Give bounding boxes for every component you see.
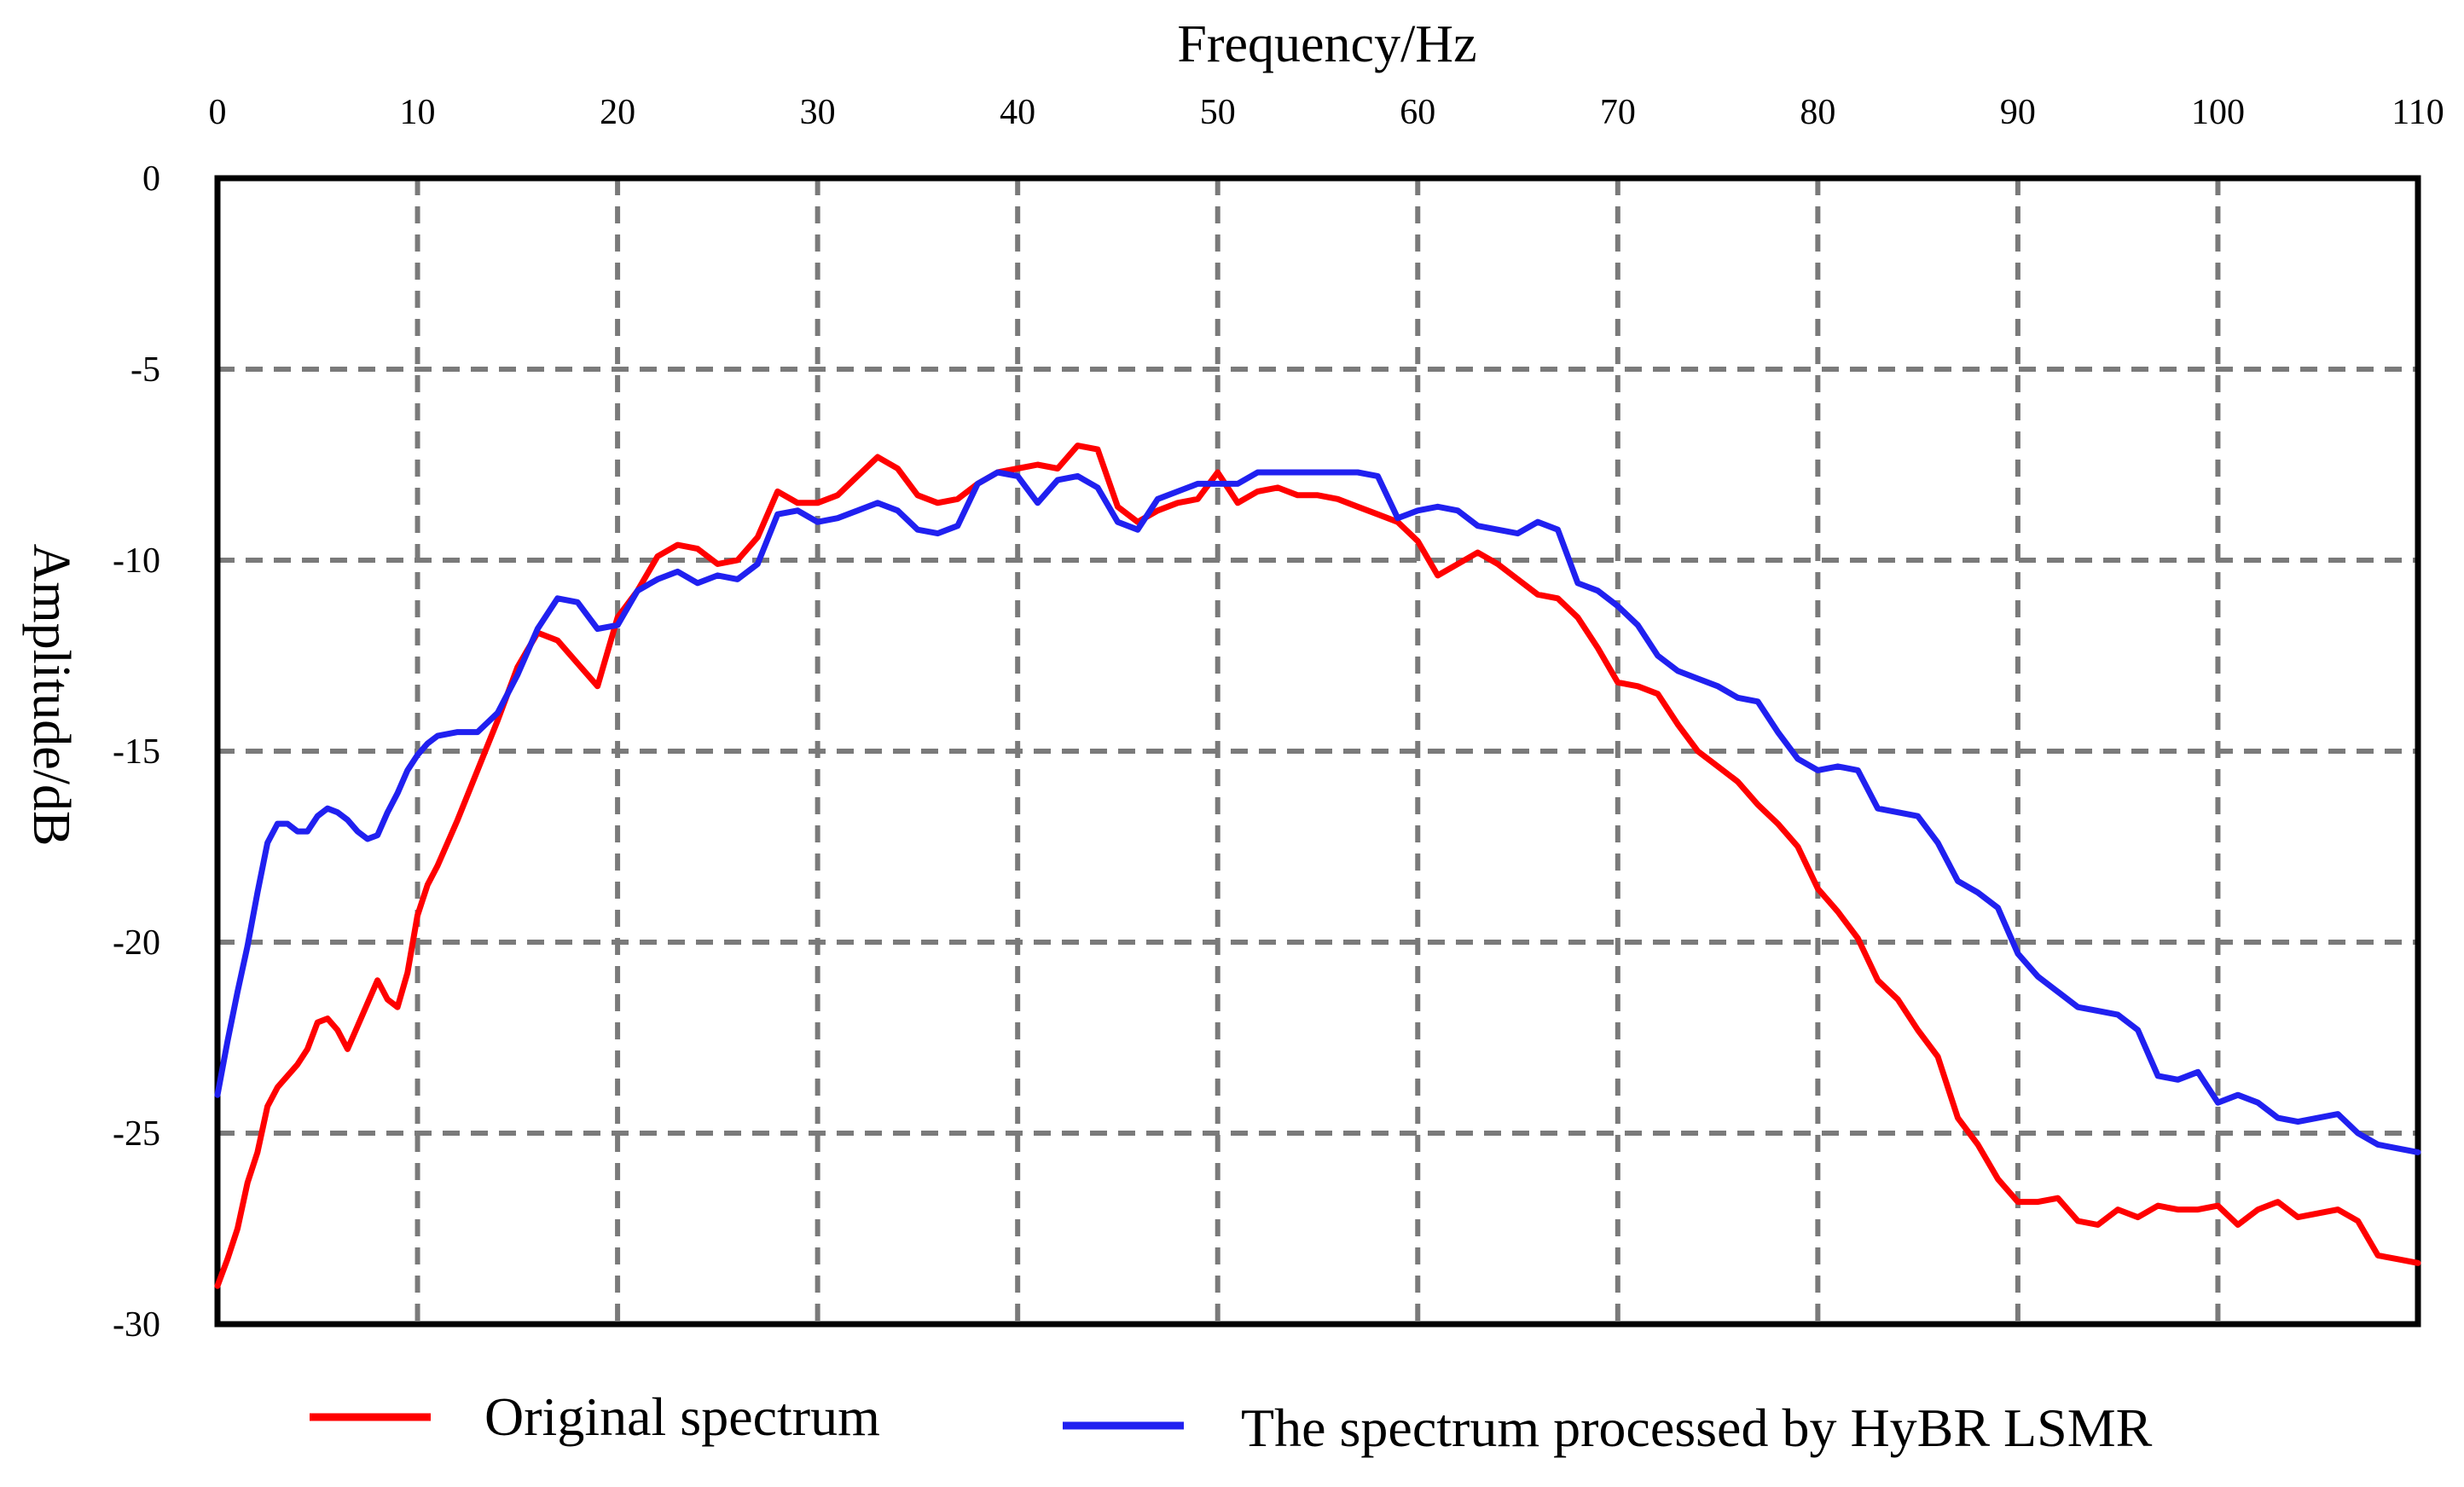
series-line-original [214,443,2421,1289]
x-tick-label: 20 [600,93,635,132]
y-tick-label: -5 [130,350,160,390]
x-tick-label: 30 [800,93,836,132]
x-tick-label: 70 [1600,93,1636,132]
y-tick-label: -10 [113,541,160,581]
grid-lines [217,178,2418,1324]
x-tick-label: 100 [2191,93,2245,132]
x-tick-label: 60 [1400,93,1435,132]
x-tick-label: 40 [1000,93,1035,132]
x-tick-labels: 0 10 20 30 40 50 60 70 80 90 100 110 [209,93,2444,132]
data-series [214,443,2421,1289]
plot-frame [214,175,2421,1328]
legend-label-hybr-lsmr: The spectrum processed by HyBR LSMR [1241,1397,2153,1458]
x-tick-label: 110 [2392,93,2444,132]
series-line-hybr-lsmr [214,469,2421,1155]
y-tick-label: -15 [113,732,160,772]
y-tick-label: -25 [113,1114,160,1154]
legend-label-original: Original spectrum [484,1386,880,1447]
x-tick-label: 50 [1200,93,1236,132]
y-tick-labels: 0 -5 -10 -15 -20 -25 -30 [113,159,160,1345]
x-tick-label: 10 [400,93,436,132]
x-tick-label: 90 [2000,93,2036,132]
x-axis-title: Frequency/Hz [1177,15,1476,73]
legend: Original spectrum The spectrum processed… [310,1386,2153,1458]
y-axis-title: Amplitude/dB [22,544,80,847]
x-tick-label: 0 [209,93,227,132]
y-tick-label: 0 [142,159,160,199]
y-tick-label: -20 [113,923,160,963]
y-tick-label: -30 [113,1305,160,1345]
x-tick-label: 80 [1800,93,1835,132]
